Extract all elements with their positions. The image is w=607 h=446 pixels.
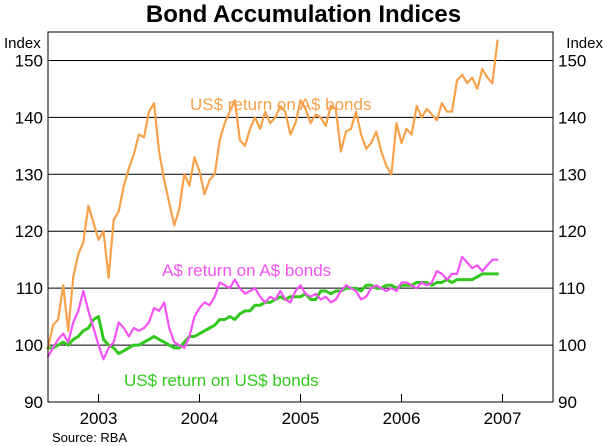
y-tick-label-left: 150 — [15, 51, 43, 70]
x-ticks: 2003 2004 2005 2006 2007 — [80, 409, 522, 428]
y-ticks-left: 90 100 110 120 130 140 150 — [15, 51, 43, 412]
annotation-a-return-a-bonds: A$ return on A$ bonds — [162, 261, 331, 280]
y-ticks-right: 90 100 110 120 130 140 150 — [558, 51, 586, 412]
y-axis-unit-left: Index — [4, 35, 41, 52]
x-tick-label: 2003 — [80, 409, 118, 428]
plot-frame — [47, 31, 554, 403]
x-tick-marks — [98, 394, 503, 402]
y-tick-label-left: 90 — [24, 393, 43, 412]
y-tick-label-right: 110 — [558, 279, 585, 298]
chart-title: Bond Accumulation Indices — [146, 1, 461, 28]
x-tick-label: 2005 — [282, 409, 320, 428]
annotation-us-return-us-bonds: US$ return on US$ bonds — [124, 371, 319, 390]
y-axis-unit-right: Index — [566, 35, 603, 52]
x-tick-label: 2007 — [484, 409, 522, 428]
series-line-1 — [46, 255, 499, 361]
series-line-2 — [46, 272, 499, 356]
y-tick-label-right: 140 — [558, 108, 586, 127]
x-tick-label: 2006 — [383, 409, 421, 428]
annotation-us-return-a-bonds: US$ return on A$ bonds — [190, 95, 371, 114]
y-tick-label-left: 140 — [15, 108, 43, 127]
gridlines — [48, 59, 553, 346]
y-tick-label-right: 90 — [558, 393, 577, 412]
x-tick-label: 2004 — [181, 409, 219, 428]
y-tick-label-left: 120 — [15, 222, 43, 241]
source-note: Source: RBA — [52, 430, 127, 445]
y-tick-label-right: 130 — [558, 165, 586, 184]
y-tick-label-left: 100 — [15, 336, 43, 355]
y-tick-label-right: 100 — [558, 336, 586, 355]
series-line-0 — [46, 39, 499, 349]
y-tick-label-left: 130 — [15, 165, 43, 184]
y-tick-label-right: 150 — [558, 51, 586, 70]
series-layer — [46, 39, 499, 361]
y-tick-label-left: 110 — [16, 279, 43, 298]
y-tick-label-right: 120 — [558, 222, 586, 241]
